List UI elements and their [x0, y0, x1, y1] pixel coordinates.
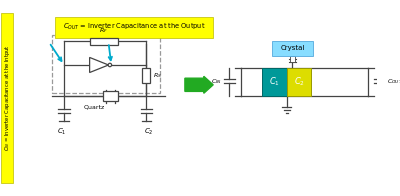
Circle shape	[108, 63, 112, 67]
Text: $C_1$: $C_1$	[269, 76, 280, 88]
Text: $C_{IN}$: $C_{IN}$	[211, 77, 222, 86]
Bar	[290, 55, 295, 62]
FancyArrow shape	[185, 76, 213, 93]
Bar	[103, 91, 118, 101]
Text: $C_{IN}$ = Inverter Capacitance at the Intput: $C_{IN}$ = Inverter Capacitance at the I…	[2, 44, 12, 152]
Bar	[90, 38, 118, 45]
Bar	[287, 68, 311, 96]
Bar	[262, 68, 287, 96]
Text: $C_2$: $C_2$	[294, 76, 304, 88]
Text: $C_{OUT}$ = Inverter Capacitance at the Output: $C_{OUT}$ = Inverter Capacitance at the …	[63, 22, 205, 32]
Text: $C_2$: $C_2$	[144, 127, 154, 137]
Text: $R_S$: $R_S$	[153, 71, 162, 80]
Text: Crystal: Crystal	[280, 45, 305, 52]
Bar	[52, 35, 160, 93]
Text: $R_F$: $R_F$	[99, 26, 108, 35]
Polygon shape	[90, 57, 108, 73]
Bar	[142, 68, 150, 83]
Bar	[272, 41, 313, 55]
Bar	[1, 13, 13, 183]
Text: $C_1$: $C_1$	[56, 127, 66, 137]
Text: $C_{OUT}$: $C_{OUT}$	[387, 77, 400, 86]
Text: Quartz: Quartz	[84, 105, 105, 110]
Bar	[55, 17, 213, 38]
